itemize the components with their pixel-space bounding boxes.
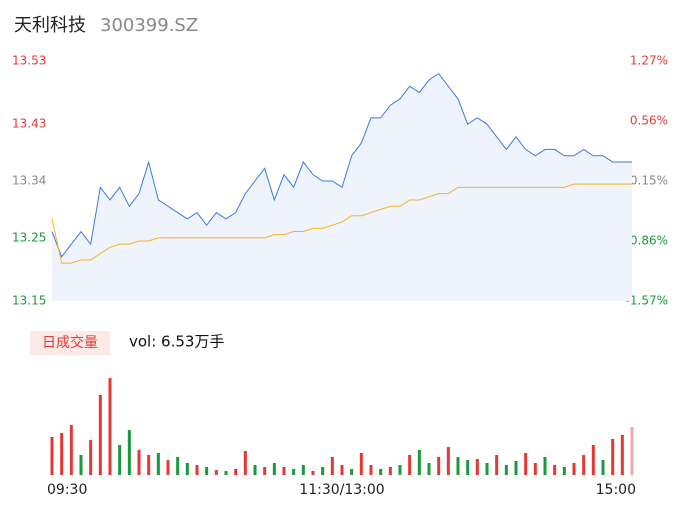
volume-bar — [398, 465, 402, 475]
volume-bar — [504, 465, 508, 475]
y2-tick-label: 0.56% — [630, 114, 668, 128]
stock-name: 天利科技 — [14, 15, 86, 36]
volume-bar — [427, 463, 431, 475]
volume-bar — [485, 463, 489, 475]
price-line — [51, 72, 632, 258]
volume-bar — [156, 453, 160, 475]
volume-bar — [620, 435, 624, 475]
volume-bar — [253, 465, 257, 475]
volume-bar — [311, 471, 315, 475]
volume-bar — [340, 465, 344, 475]
volume-bar — [572, 463, 576, 475]
volume-bar — [118, 445, 122, 475]
volume-bar — [147, 455, 151, 475]
volume-bar — [495, 455, 499, 475]
volume-bar — [408, 455, 412, 475]
volume-bar — [60, 433, 64, 475]
volume-bar — [108, 378, 112, 475]
stock-code: 300399.SZ — [100, 15, 198, 36]
volume-bar — [137, 450, 141, 475]
y-tick-label: 13.34 — [12, 174, 46, 188]
volume-bar — [417, 450, 421, 475]
volume-bar — [205, 467, 209, 475]
volume-bar — [591, 445, 595, 475]
volume-bar — [185, 463, 189, 475]
volume-bar — [89, 440, 93, 475]
volume-bar — [98, 395, 102, 475]
volume-bar — [243, 451, 247, 475]
volume-bar — [234, 469, 238, 475]
volume-bar — [263, 467, 267, 475]
volume-bar — [562, 467, 566, 475]
y2-tick-label: 1.27% — [630, 54, 668, 68]
y2-tick-label: -0.86% — [626, 234, 668, 248]
volume-bar — [321, 467, 325, 475]
volume-bar — [224, 471, 228, 475]
volume-bar — [369, 465, 373, 475]
volume-bar — [301, 465, 305, 475]
volume-bar — [601, 460, 605, 475]
volume-bar — [553, 465, 557, 475]
volume-bar — [50, 437, 54, 475]
volume-summary: vol: 6.53万手 — [129, 333, 224, 351]
volume-bar — [475, 459, 479, 475]
volume-bar — [214, 470, 218, 475]
volume-bar — [514, 461, 518, 475]
volume-bar — [79, 455, 83, 475]
volume-label-box — [30, 331, 110, 355]
volume-bar — [611, 439, 615, 475]
volume-bar — [582, 455, 586, 475]
volume-bar — [524, 453, 528, 475]
x-tick-label: 11:30/13:00 — [299, 482, 384, 498]
volume-bar — [69, 425, 73, 475]
y-tick-label: 13.53 — [12, 54, 46, 68]
volume-bar — [176, 457, 180, 475]
x-tick-label: 09:30 — [47, 482, 87, 498]
y-tick-label: 13.25 — [12, 230, 46, 244]
volume-bar — [127, 430, 131, 475]
volume-bar — [630, 427, 634, 475]
y2-tick-label: -0.15% — [626, 174, 668, 188]
volume-bar — [379, 469, 383, 475]
volume-bar — [195, 465, 199, 475]
y2-tick-label: -1.57% — [626, 294, 668, 308]
average-line — [51, 183, 632, 264]
volume-bar — [456, 457, 460, 475]
volume-bar — [330, 457, 334, 475]
y-tick-label: 13.15 — [12, 294, 46, 308]
y-tick-label: 13.43 — [12, 117, 46, 131]
volume-bar — [446, 447, 450, 475]
volume-label: 日成交量 — [42, 334, 98, 351]
volume-bar — [350, 469, 354, 475]
volume-bar — [543, 457, 547, 475]
volume-bar — [533, 463, 537, 475]
volume-bar — [388, 467, 392, 475]
volume-bar — [359, 453, 363, 475]
volume-bar — [166, 460, 170, 475]
volume-bar — [292, 469, 296, 475]
volume-bar — [437, 457, 441, 475]
volume-bar — [282, 467, 286, 475]
volume-bar — [272, 463, 276, 475]
volume-bar — [466, 460, 470, 475]
x-tick-label: 15:00 — [596, 482, 636, 498]
